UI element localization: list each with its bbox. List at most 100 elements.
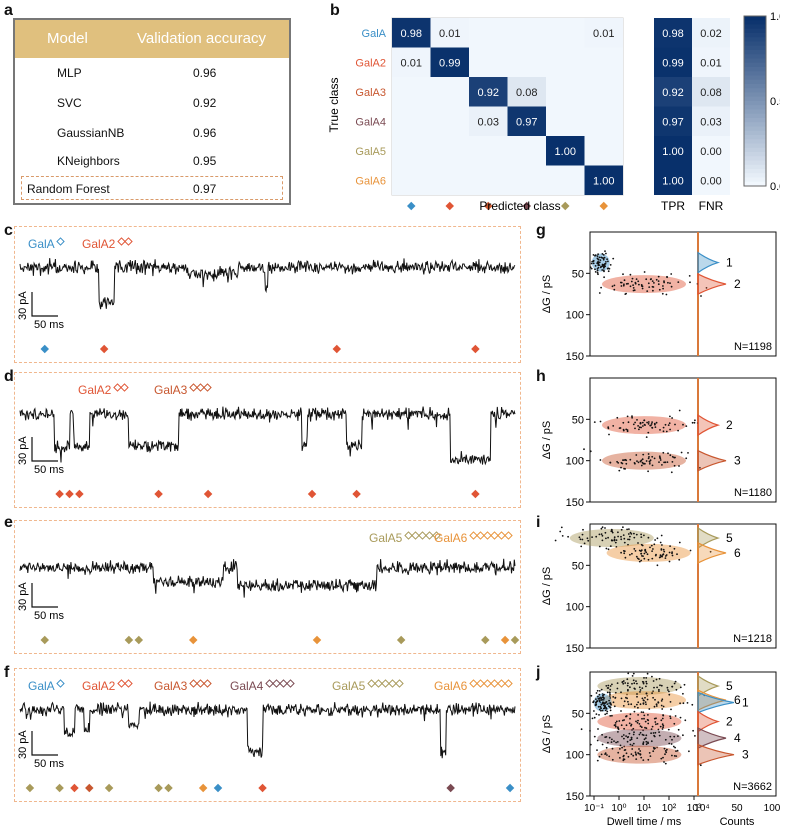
event-point	[602, 694, 604, 697]
event-point	[640, 533, 642, 536]
event-point	[614, 725, 617, 728]
event-point	[609, 695, 611, 697]
event-point	[650, 544, 653, 547]
y-tick-label: 100	[566, 750, 584, 762]
legend-diamond	[469, 531, 478, 540]
event-point	[676, 749, 679, 752]
event-point	[682, 734, 684, 737]
event-point	[554, 539, 557, 542]
event-point	[678, 558, 681, 561]
event-point	[596, 749, 598, 751]
row-class-label: GalA4	[355, 116, 386, 128]
event-point	[636, 682, 638, 685]
event-point	[641, 421, 644, 424]
event-point	[655, 723, 657, 726]
event-point	[600, 286, 602, 289]
event-point	[656, 723, 659, 725]
event-point	[653, 282, 655, 284]
colorbar-step	[744, 62, 766, 68]
histogram-peak	[697, 526, 721, 550]
panel-letter-b: b	[330, 2, 340, 19]
event-point	[629, 739, 632, 741]
matrix-cell	[546, 18, 585, 48]
event-point	[597, 705, 600, 708]
event-point	[629, 273, 632, 276]
colorbar-step	[744, 143, 766, 149]
scatter-panel-g: 50 100 150 ΔG / pS 12 N=1198	[541, 231, 777, 363]
event-point	[601, 698, 604, 701]
accuracy-cell: 0.97	[193, 182, 217, 196]
event-point	[590, 267, 593, 270]
y-tick-label: 150	[566, 791, 584, 803]
event-point	[660, 719, 663, 722]
event-point	[631, 675, 634, 677]
event-point	[643, 271, 646, 273]
event-point	[640, 284, 643, 286]
event-point	[623, 719, 625, 721]
scale-bar	[31, 437, 58, 462]
event-point	[626, 678, 629, 681]
event-point	[651, 725, 654, 728]
event-point	[666, 686, 669, 689]
panel-letter-a: a	[4, 2, 13, 19]
event-point	[595, 713, 598, 715]
event-point	[593, 421, 596, 423]
event-point	[669, 717, 672, 720]
colorbar-step	[744, 135, 766, 140]
event-point	[606, 754, 608, 756]
event-point	[626, 684, 629, 687]
event-point	[617, 535, 619, 538]
event-point	[615, 539, 618, 541]
event-point	[651, 675, 653, 678]
event-point	[626, 736, 629, 739]
matrix-cell	[507, 165, 546, 195]
event-point	[679, 702, 681, 705]
matrix-cell	[546, 106, 585, 136]
colorbar-step	[744, 71, 766, 76]
event-point	[625, 735, 627, 737]
confusion-matrix-svg: 0.98 0.01 0.01 GalA 0.01 0.99 GalA2 0.92 0.08 Gal…	[327, 11, 780, 213]
class-diamond-marker	[445, 201, 454, 211]
tpr-fnr-columns: 0.98 0.02 0.99 0.01 0.92 0.08 0.97 0.03 1.00 0.00…	[654, 18, 730, 213]
event-point	[604, 262, 607, 265]
accuracy-cell: 0.96	[193, 66, 217, 80]
event-point	[658, 690, 660, 693]
event-point	[635, 533, 638, 536]
event-point	[596, 739, 599, 742]
legend-diamond	[490, 679, 499, 688]
event-point	[604, 531, 607, 534]
event-point	[642, 741, 645, 744]
event-point	[633, 710, 636, 713]
event-point	[616, 687, 619, 690]
colorbar-step	[744, 84, 766, 89]
event-point	[646, 698, 649, 701]
event-point	[596, 268, 599, 270]
colorbar-frame	[743, 15, 767, 187]
event-point	[639, 422, 642, 425]
event-point	[645, 685, 647, 688]
event-marker-diamond	[500, 635, 510, 645]
event-point	[614, 691, 617, 694]
event-point	[582, 528, 584, 531]
current-trace-f: GalA GalA2 GalA3 GalA4 GalA5 GalA6 30 pA 50 ms	[17, 679, 516, 793]
model-accuracy-table: Model Validation accuracy MLP 0.96 SVC 0…	[13, 18, 291, 205]
event-point	[677, 728, 680, 731]
event-point	[604, 713, 607, 716]
event-point	[589, 743, 592, 746]
event-point	[685, 457, 688, 460]
event-point	[637, 719, 639, 722]
event-point	[643, 557, 646, 560]
event-point	[620, 724, 623, 727]
event-point	[607, 684, 610, 687]
event-point	[662, 724, 665, 727]
plot-frame	[589, 523, 777, 649]
matrix-cell	[430, 165, 469, 195]
event-point	[605, 261, 607, 263]
event-point	[623, 727, 625, 730]
event-point	[664, 423, 667, 426]
legend-diamond	[56, 679, 65, 688]
event-point	[590, 262, 593, 265]
legend-diamond	[404, 531, 413, 540]
event-point	[689, 281, 691, 284]
scatter-panel-i: 50 100 150 ΔG / pS 56 N=1218	[541, 523, 777, 655]
